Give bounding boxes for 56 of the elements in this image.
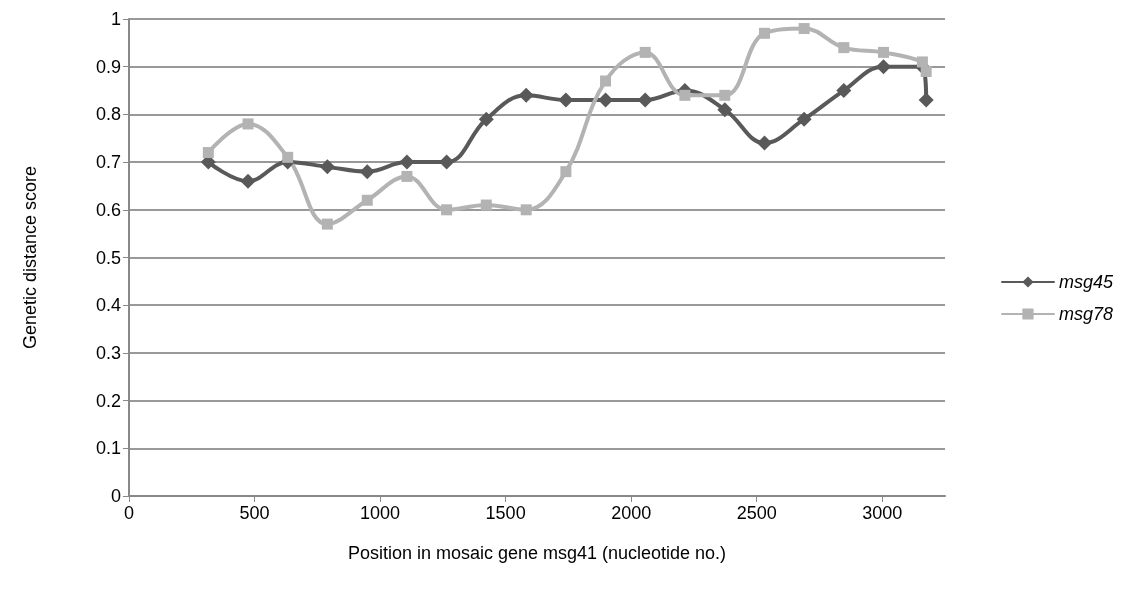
point — [242, 118, 254, 130]
y-axis-title: Genetic distance score — [20, 165, 40, 350]
legend-label: msg78 — [1058, 304, 1113, 324]
point — [480, 199, 492, 211]
point — [439, 154, 455, 170]
y-tick-label: 0.7 — [95, 152, 121, 173]
x-tick-label: 1000 — [360, 503, 401, 523]
point — [401, 170, 413, 182]
point — [282, 151, 294, 163]
y-tick-label: 0.3 — [95, 342, 121, 363]
y-tick-label: 0.2 — [95, 390, 121, 411]
point — [202, 147, 214, 159]
point — [756, 135, 772, 151]
point — [637, 92, 653, 108]
point — [679, 89, 691, 101]
x-tick-label: 2500 — [736, 503, 777, 523]
point — [560, 166, 572, 178]
point — [399, 154, 415, 170]
y-tick-label: 1 — [110, 9, 121, 29]
point — [836, 83, 852, 99]
point — [441, 204, 453, 216]
x-tick-label: 3000 — [862, 503, 903, 523]
y-tick-label: 0.6 — [95, 199, 121, 220]
y-tick-label: 0.4 — [95, 295, 121, 316]
point — [877, 46, 889, 58]
point — [838, 42, 850, 54]
x-tick-label: 0 — [123, 503, 135, 523]
point — [319, 159, 335, 175]
point — [875, 59, 891, 75]
point — [558, 92, 574, 108]
point — [920, 65, 932, 77]
x-tick-label: 1500 — [485, 503, 526, 523]
y-tick-label: 0.5 — [95, 247, 121, 268]
point — [361, 194, 373, 206]
point — [359, 164, 375, 180]
point — [639, 46, 651, 58]
x-tick-label: 2000 — [611, 503, 652, 523]
point — [918, 92, 934, 108]
y-tick-label: 0.1 — [95, 438, 121, 459]
y-tick-label: 0.8 — [95, 104, 121, 125]
point — [719, 89, 731, 101]
point — [798, 23, 810, 35]
point — [321, 218, 333, 230]
y-tick-label: 0 — [110, 486, 121, 506]
point — [478, 111, 494, 127]
point — [796, 111, 812, 127]
x-tick-label: 500 — [239, 503, 270, 523]
point — [717, 102, 733, 118]
legend-label: msg45 — [1058, 272, 1114, 292]
point — [520, 204, 532, 216]
y-tick-label: 0.9 — [95, 56, 121, 77]
x-axis-title: Position in mosaic gene msg41 (nucleotide no.) — [347, 543, 727, 563]
point — [240, 173, 256, 189]
point — [518, 87, 534, 103]
point — [758, 27, 770, 39]
point — [600, 75, 612, 87]
